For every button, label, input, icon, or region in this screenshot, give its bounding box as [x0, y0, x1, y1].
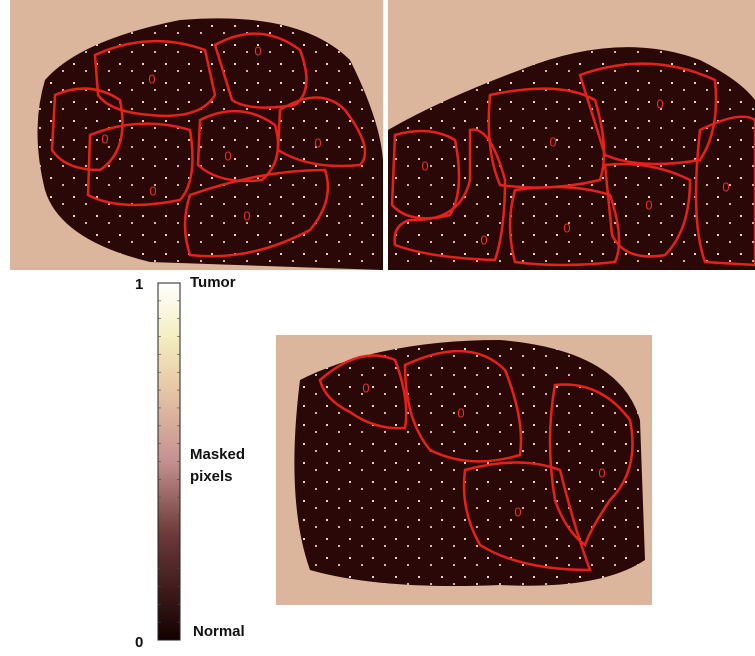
region-label: 0: [656, 96, 663, 111]
region-label: 0: [149, 183, 156, 198]
region-label: 0: [514, 504, 521, 519]
colorbar-min-label: 0: [135, 634, 143, 651]
region-label: 0: [101, 131, 108, 146]
region-label: 0: [224, 148, 231, 163]
page: 0 0 0 0 0 0 0 0 0 0 0 0 0 0 0 0 0 0 1 0 Tumor Masked pixe…: [0, 0, 755, 656]
colorbar: [158, 283, 180, 640]
region-label: 0: [457, 405, 464, 420]
region-label: 0: [549, 134, 556, 149]
region-label: 0: [480, 232, 487, 247]
colorbar-middle-label: Masked pixels: [190, 444, 260, 488]
region-label: 0: [254, 43, 261, 58]
region-label: 0: [421, 158, 428, 173]
panel-3: [276, 335, 652, 605]
region-label: 0: [362, 380, 369, 395]
region-label: 0: [243, 208, 250, 223]
region-label: 0: [563, 220, 570, 235]
region-label: 0: [598, 465, 605, 480]
colorbar-bottom-label: Normal: [193, 623, 245, 640]
figure: 0 0 0 0 0 0 0 0 0 0 0 0 0 0 0 0 0 0: [0, 0, 755, 656]
region-label: 0: [314, 135, 321, 150]
colorbar-max-label: 1: [135, 276, 143, 293]
colorbar-top-label: Tumor: [190, 274, 236, 291]
region-label: 0: [722, 179, 729, 194]
region-label: 0: [645, 197, 652, 212]
panel-1: [10, 0, 383, 270]
region-label: 0: [148, 71, 155, 86]
panel-2: [388, 0, 755, 270]
